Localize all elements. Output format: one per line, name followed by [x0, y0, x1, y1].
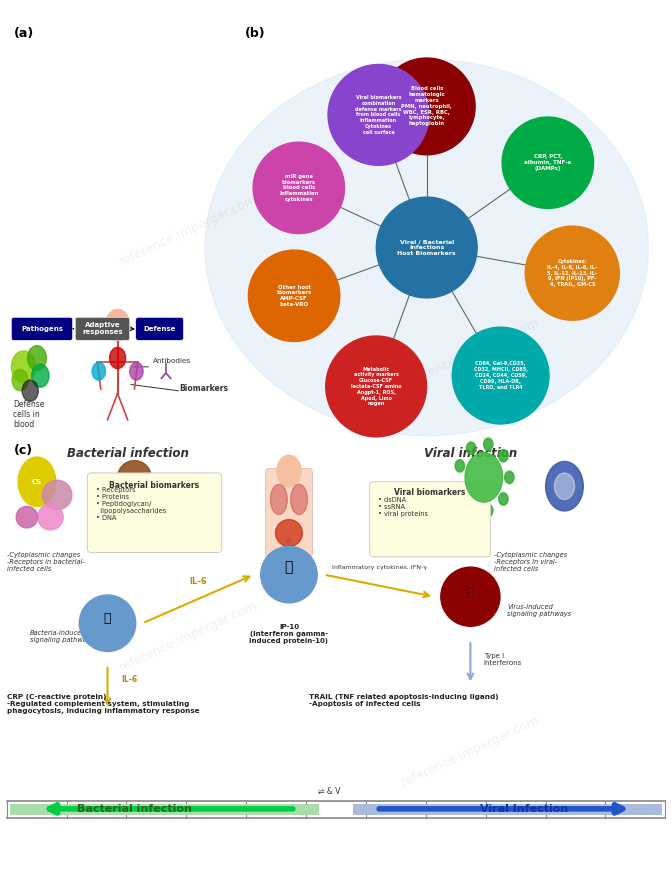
Text: Type I
Interferons: Type I Interferons	[484, 653, 522, 667]
Text: reference.impergar.com: reference.impergar.com	[117, 598, 259, 674]
Text: Pathogens: Pathogens	[21, 326, 63, 332]
FancyBboxPatch shape	[75, 317, 130, 340]
FancyBboxPatch shape	[265, 469, 312, 557]
Circle shape	[465, 453, 503, 502]
Text: (c): (c)	[13, 444, 32, 457]
Text: IL-6: IL-6	[121, 675, 137, 684]
Text: IL-6: IL-6	[190, 576, 207, 585]
FancyBboxPatch shape	[136, 317, 183, 340]
Text: -Cytoplasmic changes
-Receptors in viral-
infected cells: -Cytoplasmic changes -Receptors in viral…	[494, 552, 567, 572]
Text: reference.impergar.com: reference.impergar.com	[399, 316, 542, 392]
Ellipse shape	[42, 480, 72, 510]
Circle shape	[505, 471, 514, 484]
Text: IP-10
(Interferon gamma-
induced protein-10): IP-10 (Interferon gamma- induced protein…	[249, 624, 329, 644]
Text: Biomarkers: Biomarkers	[179, 385, 228, 393]
Ellipse shape	[328, 65, 429, 165]
Circle shape	[18, 457, 56, 507]
Text: reference.impergar.com: reference.impergar.com	[117, 192, 259, 268]
Ellipse shape	[16, 507, 38, 528]
Ellipse shape	[111, 478, 131, 498]
FancyBboxPatch shape	[353, 804, 662, 815]
FancyBboxPatch shape	[370, 482, 491, 557]
Ellipse shape	[270, 484, 287, 514]
Text: TRAIL (TNF related apoptosis-inducing ligand)
-Apoptosis of infected cells: TRAIL (TNF related apoptosis-inducing li…	[309, 694, 499, 707]
Text: Metabolic
activity markers
Glucose-CSF
lactate-CSF amino
Angpt-1, ROS,
Apod, Lim: Metabolic activity markers Glucose-CSF l…	[351, 367, 401, 407]
Text: Blood cells
hematologic
markers
PMN, neutrophil,
WBC, ESR, RBC,
lymphocyte,
hapt: Blood cells hematologic markers PMN, neu…	[401, 87, 452, 126]
Text: Cytokines:
IL-4, IL-6, IL-8, IL-
5, IL-12, IL-13, IL-
9, IFN (IP10), PF-
4, TRAI: Cytokines: IL-4, IL-6, IL-8, IL- 5, IL-1…	[547, 259, 597, 287]
Text: Viral biomarkers
combination
defense markers
from blood cells
Inflammation
Cytok: Viral biomarkers combination defense mar…	[355, 95, 402, 135]
FancyBboxPatch shape	[87, 473, 222, 552]
Circle shape	[499, 450, 508, 462]
Text: Antibodies: Antibodies	[153, 358, 191, 364]
Circle shape	[22, 380, 38, 401]
Ellipse shape	[261, 546, 317, 603]
Ellipse shape	[502, 117, 593, 209]
Text: Defense: Defense	[143, 326, 176, 332]
Text: CRP (C-reactive protein)
-Regulated complement system, stimulating
phagocytosis,: CRP (C-reactive protein) -Regulated comp…	[7, 694, 200, 714]
Circle shape	[455, 483, 464, 495]
Circle shape	[484, 438, 493, 451]
Ellipse shape	[205, 59, 648, 436]
Text: CD64, Gal-9,CD35,
CD32, MHCII, CD85,
CD14, CD44, CD59,
CD99, HLA-DR,
TLRO, and T: CD64, Gal-9,CD35, CD32, MHCII, CD85, CD1…	[474, 362, 528, 390]
Ellipse shape	[526, 226, 620, 320]
Ellipse shape	[118, 461, 151, 494]
Text: Viral infection: Viral infection	[424, 447, 517, 461]
Ellipse shape	[79, 595, 136, 652]
Text: Bacteria-induced
signaling pathways: Bacteria-induced signaling pathways	[30, 630, 94, 644]
Text: (b): (b)	[245, 27, 266, 40]
Ellipse shape	[249, 250, 340, 341]
Circle shape	[484, 504, 493, 516]
Ellipse shape	[276, 520, 302, 546]
Ellipse shape	[376, 197, 477, 298]
Text: Viral / Bacterial
Infections
Host Biomarkers: Viral / Bacterial Infections Host Biomar…	[397, 240, 456, 255]
Circle shape	[499, 492, 508, 505]
Text: 👤: 👤	[103, 613, 112, 625]
Text: CS: CS	[32, 479, 42, 484]
Text: Inflammatory cytokines, IFN-γ: Inflammatory cytokines, IFN-γ	[332, 565, 427, 569]
Circle shape	[28, 346, 46, 370]
Circle shape	[546, 461, 583, 511]
Text: Adaptive
responses: Adaptive responses	[82, 323, 123, 335]
Ellipse shape	[253, 142, 345, 233]
Ellipse shape	[326, 336, 427, 437]
Text: CRP, PCT,
albumin, TNF-a
(DAMPs): CRP, PCT, albumin, TNF-a (DAMPs)	[524, 155, 571, 171]
FancyBboxPatch shape	[10, 804, 319, 815]
Ellipse shape	[291, 484, 308, 514]
Circle shape	[554, 473, 575, 499]
Ellipse shape	[452, 327, 549, 424]
Ellipse shape	[378, 58, 475, 155]
Text: 👤: 👤	[466, 586, 474, 598]
Text: miR gene
biomarkers
blood cells
Inflammation
cytokines: miR gene biomarkers blood cells Inflamma…	[279, 174, 319, 202]
Circle shape	[110, 347, 126, 369]
Circle shape	[455, 460, 464, 472]
Text: Bacterial infection: Bacterial infection	[77, 804, 192, 814]
Circle shape	[130, 362, 143, 380]
Circle shape	[11, 351, 36, 383]
Ellipse shape	[136, 474, 160, 499]
Text: Viral biomarkers: Viral biomarkers	[394, 488, 466, 497]
Circle shape	[106, 309, 130, 341]
Text: Bacterial biomarkers: Bacterial biomarkers	[110, 481, 200, 490]
Text: • dsDNA
• ssRNA
• viral proteins: • dsDNA • ssRNA • viral proteins	[378, 497, 427, 517]
Ellipse shape	[441, 568, 500, 626]
FancyBboxPatch shape	[11, 317, 73, 340]
Text: Bacterial infection: Bacterial infection	[67, 447, 189, 461]
Text: • Receptors
• Proteins
• Peptidoglycan/
  lipopolysaccharides
• DNA: • Receptors • Proteins • Peptidoglycan/ …	[96, 487, 167, 521]
Circle shape	[12, 370, 28, 391]
Text: 👤: 👤	[285, 560, 293, 575]
Text: Virus-induced
signaling pathways: Virus-induced signaling pathways	[507, 604, 571, 617]
Text: reference.impergar.com: reference.impergar.com	[399, 713, 542, 789]
Text: Other host
biomarkers
AMP-CSF
beta-VRO: Other host biomarkers AMP-CSF beta-VRO	[276, 285, 312, 307]
Circle shape	[466, 500, 476, 513]
Text: Defense
cells in
blood: Defense cells in blood	[13, 400, 45, 430]
Text: ⇌ & V: ⇌ & V	[318, 787, 341, 796]
Circle shape	[32, 364, 49, 387]
Circle shape	[92, 362, 106, 380]
Circle shape	[277, 455, 301, 487]
Ellipse shape	[38, 505, 63, 530]
Circle shape	[466, 442, 476, 454]
Text: (a): (a)	[13, 27, 34, 40]
Text: Viral Infection: Viral Infection	[480, 804, 569, 814]
Text: -Cytoplasmic changes
-Receptors in bacterial-
infected cells: -Cytoplasmic changes -Receptors in bacte…	[7, 552, 85, 572]
